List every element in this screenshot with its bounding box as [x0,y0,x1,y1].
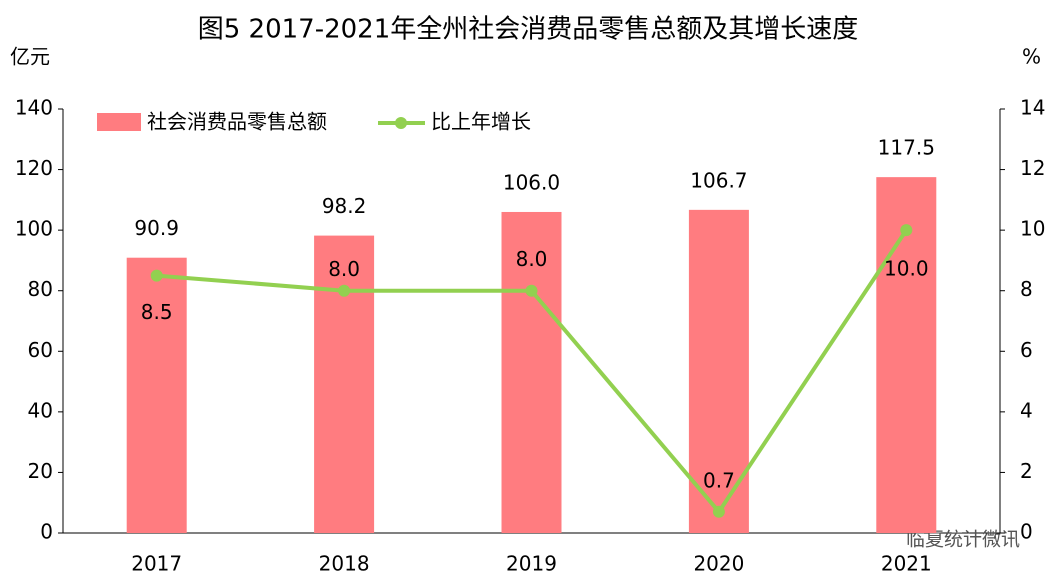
line-value-label: 8.0 [328,257,360,281]
x-tick-label: 2021 [881,552,932,576]
bar-value-label: 106.0 [503,170,560,194]
line-marker [338,284,351,297]
y-tick-label: 20 [28,459,53,483]
bar [876,177,937,533]
y2-tick-label: 6 [1020,338,1033,362]
line-value-label: 8.0 [516,247,548,271]
bar-value-label: 106.7 [690,168,747,192]
watermark: 临夏统计微讯 [906,529,1020,551]
y2-axis-label: % [1022,45,1041,69]
y2-tick-label: 12 [1020,156,1045,180]
line-value-label: 10.0 [884,257,929,281]
y-tick-label: 0 [40,520,53,544]
y2-tick-label: 0 [1020,520,1033,544]
y-tick-label: 100 [15,217,53,241]
x-tick-label: 2020 [693,552,744,576]
y-tick-label: 140 [15,96,53,120]
x-tick-label: 2017 [131,552,182,576]
y-axis-label: 亿元 [10,45,50,69]
y-tick-label: 80 [28,277,53,301]
x-tick-label: 2019 [506,552,557,576]
legend-label: 社会消费品零售总额 [147,110,327,134]
bar-value-label: 117.5 [878,136,935,160]
legend-swatch [97,113,141,131]
y2-tick-label: 2 [1020,459,1033,483]
line-marker [712,505,725,518]
line-marker [900,224,913,237]
bar-value-label: 90.9 [134,216,179,240]
bar [501,211,562,533]
bar-value-label: 98.2 [322,194,367,218]
chart-title: 图5 2017-2021年全州社会消费品零售总额及其增长速度 [198,15,859,45]
line-marker [150,269,163,282]
y2-tick-label: 10 [1020,217,1045,241]
y2-tick-label: 14 [1020,96,1045,120]
y-tick-label: 60 [28,338,53,362]
line-marker [525,284,538,297]
line-value-label: 8.5 [141,300,173,324]
y2-tick-label: 4 [1020,398,1033,422]
y2-tick-label: 8 [1020,277,1033,301]
x-tick-label: 2018 [319,552,370,576]
legend-label: 比上年增长 [431,110,531,134]
line-value-label: 0.7 [703,468,735,492]
bar [126,257,187,533]
legend-swatch [395,117,407,129]
y-tick-label: 120 [15,156,53,180]
y-tick-label: 40 [28,398,53,422]
